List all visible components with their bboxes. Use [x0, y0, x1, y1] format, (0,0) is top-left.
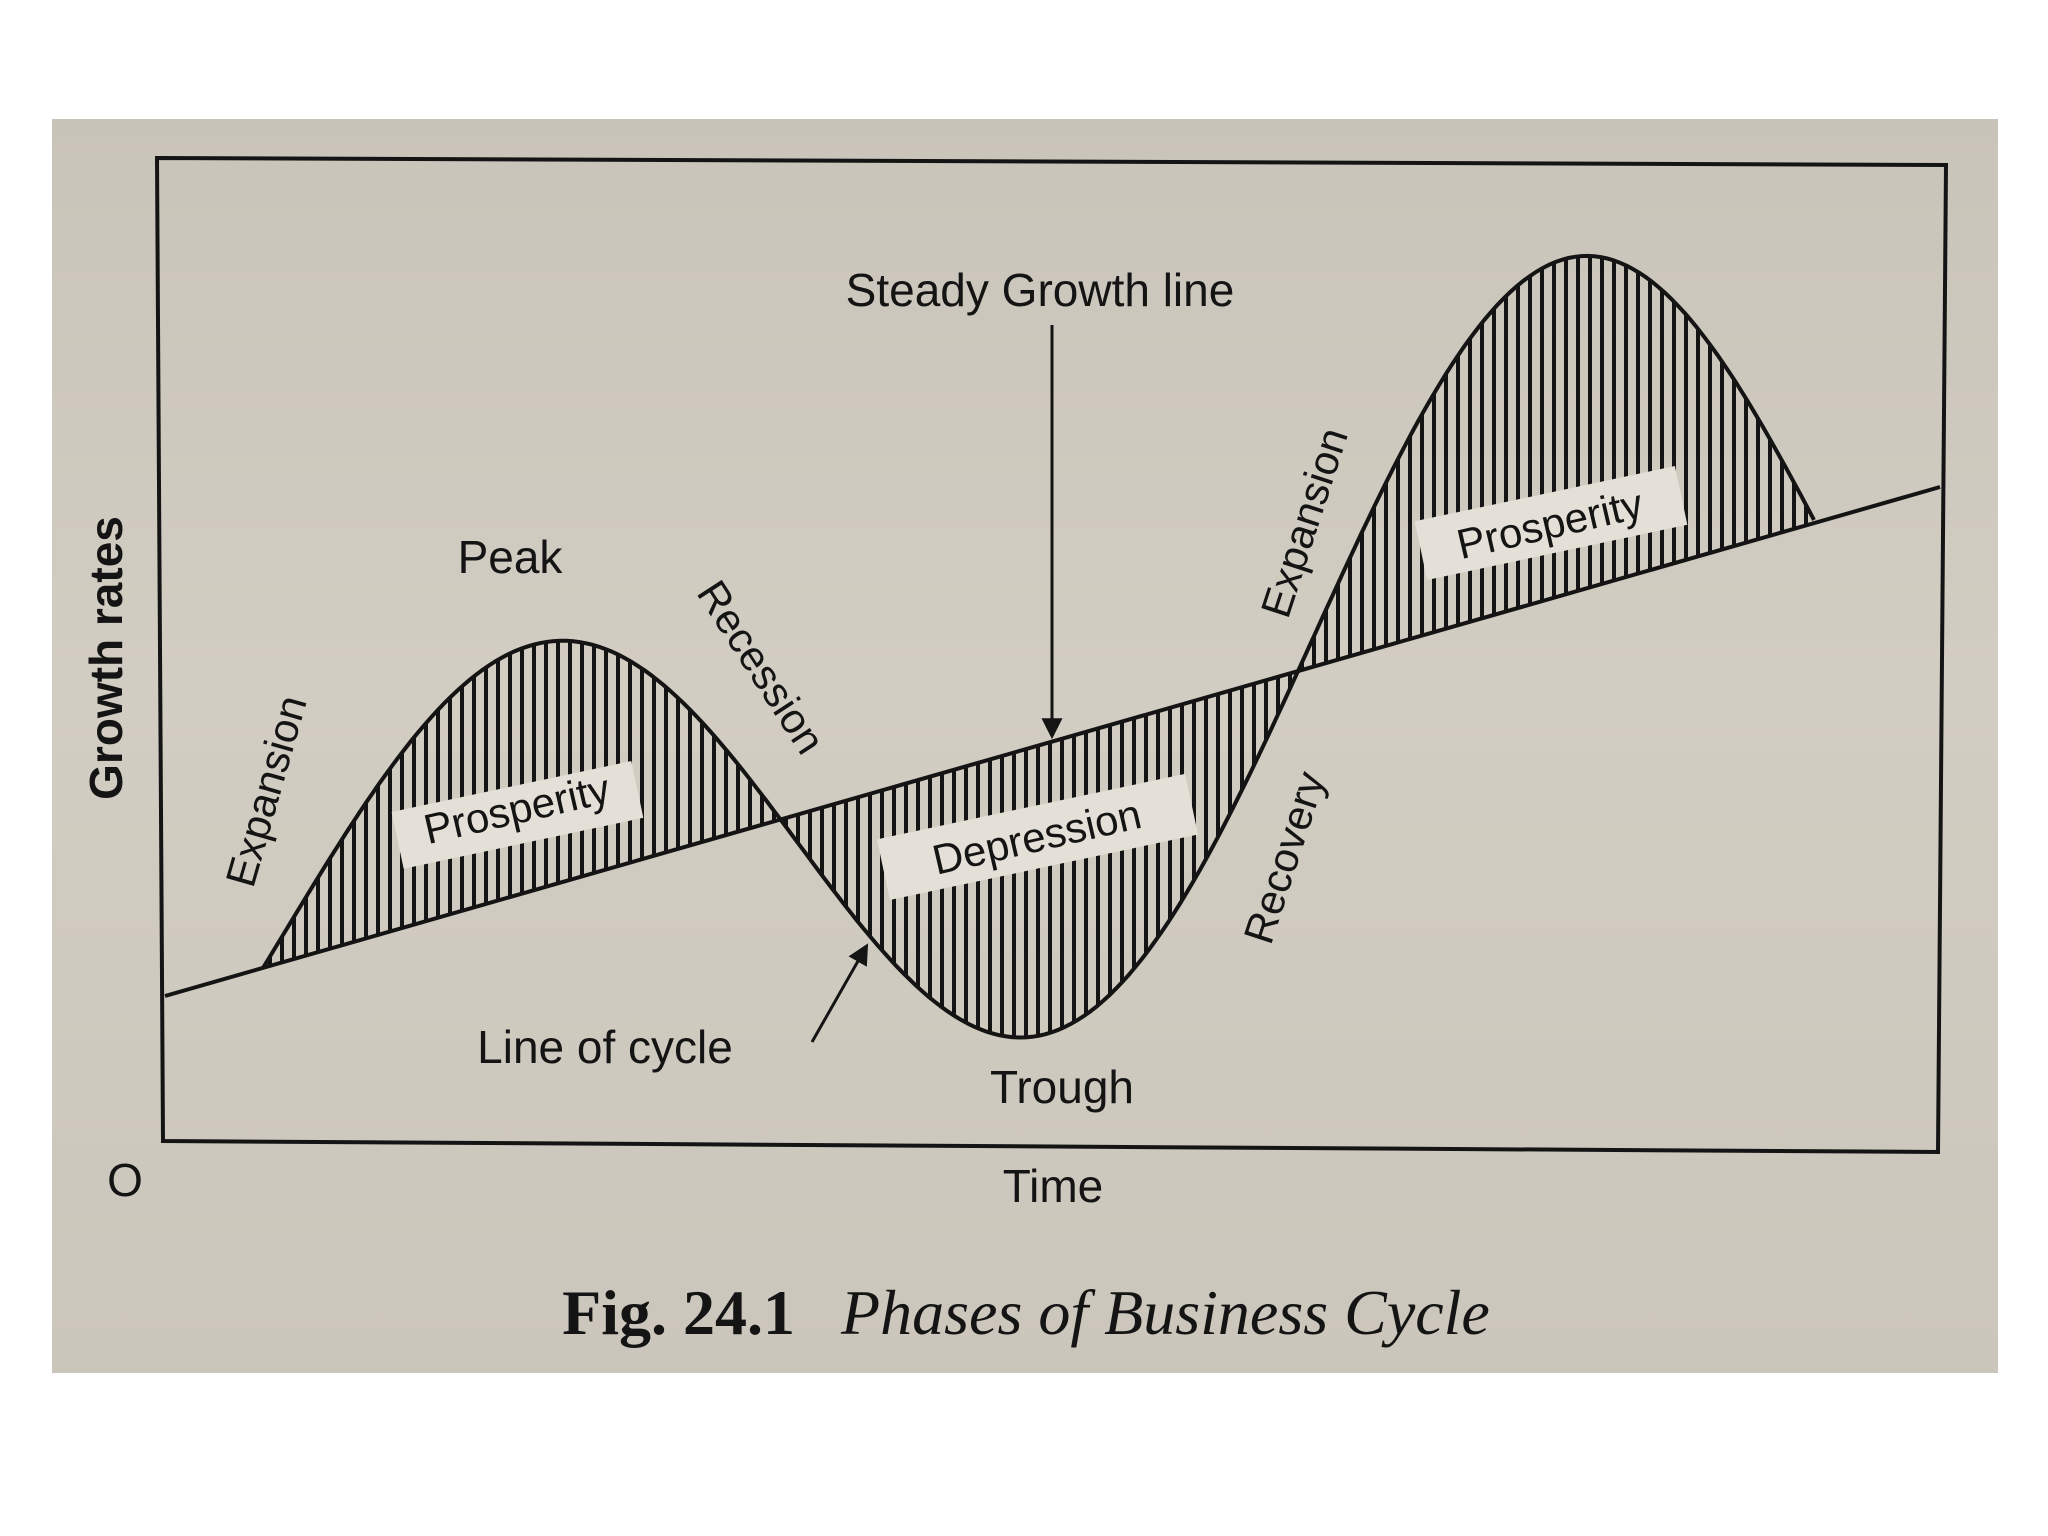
- x-axis-label: Time: [1003, 1160, 1104, 1212]
- label-recovery: Recovery: [1234, 766, 1334, 949]
- steady-growth-line: [164, 485, 1941, 998]
- figure-caption: Fig. 24.1 Phases of Business Cycle: [562, 1277, 1490, 1348]
- origin-label: O: [107, 1154, 143, 1206]
- plot-frame: [154, 155, 1949, 1155]
- prosperity-label-box-2: [1414, 466, 1688, 580]
- prosperity-label-box-1: [391, 761, 644, 869]
- line-of-cycle: [261, 253, 1816, 1040]
- label-trough: Trough: [990, 1061, 1134, 1113]
- label-line-of-cycle: Line of cycle: [477, 1021, 733, 1073]
- depression-label-box: [876, 773, 1198, 900]
- label-peak: Peak: [458, 531, 564, 583]
- label-expansion-1: Expansion: [216, 690, 315, 891]
- line-of-cycle-arrow: [810, 943, 869, 1043]
- y-axis-label: Growth rates: [80, 516, 132, 800]
- caption-title: Phases of Business Cycle: [840, 1277, 1490, 1348]
- caption-number: Fig. 24.1: [562, 1277, 795, 1348]
- label-steady-growth-line: Steady Growth line: [846, 264, 1235, 316]
